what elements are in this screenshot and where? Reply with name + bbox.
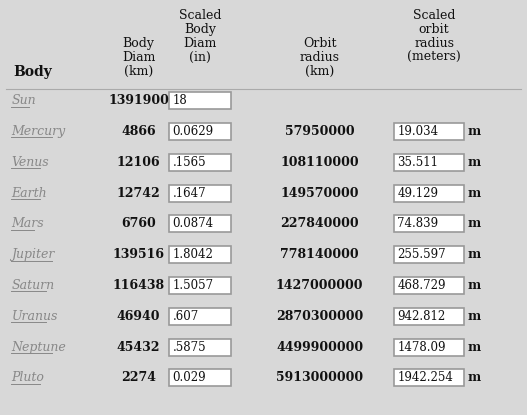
Text: Neptune: Neptune <box>12 341 66 354</box>
FancyBboxPatch shape <box>170 92 231 109</box>
Text: 2274: 2274 <box>121 371 156 384</box>
FancyBboxPatch shape <box>394 369 464 386</box>
Text: m: m <box>468 371 481 384</box>
Text: m: m <box>468 341 481 354</box>
Text: 942.812: 942.812 <box>397 310 445 323</box>
Text: 46940: 46940 <box>117 310 160 323</box>
Text: m: m <box>468 310 481 323</box>
Text: Scaled: Scaled <box>179 9 221 22</box>
Text: Body: Body <box>13 65 52 79</box>
Text: 5913000000: 5913000000 <box>276 371 363 384</box>
FancyBboxPatch shape <box>170 277 231 294</box>
Text: Orbit: Orbit <box>303 37 336 50</box>
Text: 255.597: 255.597 <box>397 248 446 261</box>
Text: 74.839: 74.839 <box>397 217 438 230</box>
Text: 116438: 116438 <box>113 279 165 292</box>
Text: 1427000000: 1427000000 <box>276 279 364 292</box>
Text: m: m <box>468 187 481 200</box>
Text: orbit: orbit <box>419 23 450 36</box>
Text: Body: Body <box>123 37 154 50</box>
Text: 227840000: 227840000 <box>280 217 359 230</box>
FancyBboxPatch shape <box>394 308 464 325</box>
Text: .607: .607 <box>172 310 199 323</box>
Text: 57950000: 57950000 <box>285 125 355 138</box>
Text: Body: Body <box>184 23 217 36</box>
Text: (meters): (meters) <box>407 51 461 64</box>
Text: m: m <box>468 156 481 169</box>
Text: m: m <box>468 217 481 230</box>
Text: 6760: 6760 <box>121 217 156 230</box>
Text: Uranus: Uranus <box>12 310 58 323</box>
Text: .1565: .1565 <box>172 156 206 169</box>
FancyBboxPatch shape <box>170 246 231 263</box>
Text: radius: radius <box>300 51 340 64</box>
Text: 0.0874: 0.0874 <box>172 217 213 230</box>
Text: Mars: Mars <box>12 217 44 230</box>
Text: 468.729: 468.729 <box>397 279 446 292</box>
Text: 0.0629: 0.0629 <box>172 125 213 138</box>
Text: 45432: 45432 <box>117 341 160 354</box>
FancyBboxPatch shape <box>170 154 231 171</box>
FancyBboxPatch shape <box>394 339 464 356</box>
Text: Mercury: Mercury <box>12 125 65 138</box>
Text: Diam: Diam <box>183 37 217 50</box>
FancyBboxPatch shape <box>170 123 231 140</box>
Text: 12106: 12106 <box>117 156 161 169</box>
Text: m: m <box>468 248 481 261</box>
Text: 108110000: 108110000 <box>280 156 359 169</box>
Text: 1942.254: 1942.254 <box>397 371 453 384</box>
Text: 1.5057: 1.5057 <box>172 279 213 292</box>
Text: (km): (km) <box>305 65 334 78</box>
FancyBboxPatch shape <box>394 154 464 171</box>
Text: .5875: .5875 <box>172 341 206 354</box>
FancyBboxPatch shape <box>170 369 231 386</box>
Text: radius: radius <box>414 37 454 50</box>
FancyBboxPatch shape <box>394 246 464 263</box>
FancyBboxPatch shape <box>170 339 231 356</box>
Text: Jupiter: Jupiter <box>12 248 55 261</box>
Text: 49.129: 49.129 <box>397 187 438 200</box>
FancyBboxPatch shape <box>394 215 464 232</box>
FancyBboxPatch shape <box>170 308 231 325</box>
Text: 19.034: 19.034 <box>397 125 438 138</box>
Text: 1.8042: 1.8042 <box>172 248 213 261</box>
FancyBboxPatch shape <box>170 185 231 202</box>
Text: m: m <box>468 125 481 138</box>
Text: Sun: Sun <box>12 94 36 107</box>
Text: 0.029: 0.029 <box>172 371 206 384</box>
FancyBboxPatch shape <box>170 215 231 232</box>
FancyBboxPatch shape <box>394 185 464 202</box>
FancyBboxPatch shape <box>394 277 464 294</box>
Text: (in): (in) <box>189 51 211 64</box>
Text: 778140000: 778140000 <box>280 248 359 261</box>
Text: Venus: Venus <box>12 156 49 169</box>
Text: m: m <box>468 279 481 292</box>
Text: Saturn: Saturn <box>12 279 54 292</box>
Text: 1391900: 1391900 <box>108 94 169 107</box>
Text: 139516: 139516 <box>113 248 164 261</box>
Text: 18: 18 <box>172 94 187 107</box>
Text: 4866: 4866 <box>121 125 156 138</box>
Text: 35.511: 35.511 <box>397 156 438 169</box>
Text: Diam: Diam <box>122 51 155 64</box>
Text: .1647: .1647 <box>172 187 206 200</box>
Text: 12742: 12742 <box>117 187 161 200</box>
Text: Earth: Earth <box>12 187 47 200</box>
Text: 149570000: 149570000 <box>280 187 359 200</box>
Text: Pluto: Pluto <box>12 371 44 384</box>
Text: 2870300000: 2870300000 <box>276 310 363 323</box>
Text: (km): (km) <box>124 65 153 78</box>
FancyBboxPatch shape <box>394 123 464 140</box>
Text: Scaled: Scaled <box>413 9 455 22</box>
Text: 4499900000: 4499900000 <box>276 341 363 354</box>
Text: 1478.09: 1478.09 <box>397 341 446 354</box>
